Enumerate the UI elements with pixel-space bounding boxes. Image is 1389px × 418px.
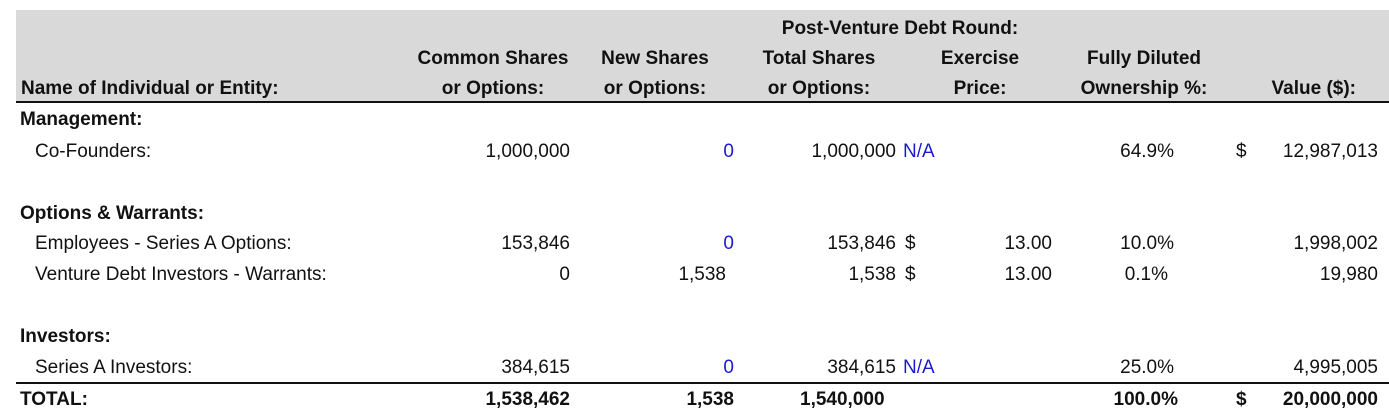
header-col-new-line2: or Options: (603, 78, 707, 99)
row-price: 13.00 (1004, 264, 1052, 285)
row-value-symbol: $ (1236, 141, 1247, 162)
header-col-common-line2: or Options: (441, 78, 545, 99)
row-total: 153,846 (827, 233, 896, 254)
row-price-symbol: N/A (903, 141, 935, 162)
section-title-investors: Investors: (20, 326, 111, 347)
total-divider (16, 382, 1389, 384)
row-ownership: 0.1% (1124, 264, 1168, 285)
row-value: 12,987,013 (1282, 141, 1378, 162)
row-name: Venture Debt Investors - Warrants: (35, 264, 327, 285)
header-col-common-line1: Common Shares (417, 48, 569, 69)
row-common: 0 (559, 264, 570, 285)
row-new: 0 (723, 233, 734, 254)
header-col-name: Name of Individual or Entity: (21, 78, 279, 99)
row-price-symbol: $ (905, 264, 916, 285)
section-title-options-warrants: Options & Warrants: (20, 203, 205, 224)
row-new: 0 (723, 357, 734, 378)
row-total: 1,538 (848, 264, 896, 285)
row-ownership: 64.9% (1120, 141, 1174, 162)
total-value-symbol: $ (1236, 389, 1247, 410)
row-common: 153,846 (501, 233, 570, 254)
total-label: TOTAL: (20, 389, 88, 410)
total-total: 1,540,000 (800, 389, 885, 410)
header-col-total-line1: Total Shares (762, 48, 876, 69)
total-ownership: 100.0% (1113, 389, 1178, 410)
row-value: 4,995,005 (1293, 357, 1378, 378)
row-name: Employees - Series A Options: (35, 233, 292, 254)
section-title-management: Management: (20, 109, 143, 130)
header-col-total-line2: or Options: (767, 78, 871, 99)
header-col-value: Value ($): (1271, 78, 1356, 99)
header-col-price-line1: Exercise (940, 48, 1020, 69)
header-group-title: Post-Venture Debt Round: (781, 18, 1019, 39)
total-new: 1,538 (686, 389, 734, 410)
header-col-new-line1: New Shares (601, 48, 709, 69)
row-price-symbol: $ (905, 233, 916, 254)
row-total: 1,000,000 (811, 141, 896, 162)
row-new: 1,538 (678, 264, 726, 285)
total-value: 20,000,000 (1282, 389, 1378, 410)
row-ownership: 10.0% (1120, 233, 1174, 254)
row-total: 384,615 (827, 357, 896, 378)
header-col-price-line2: Price: (953, 78, 1007, 99)
row-value: 19,980 (1319, 264, 1378, 285)
row-value: 1,998,002 (1293, 233, 1378, 254)
row-ownership: 25.0% (1120, 357, 1174, 378)
table-header (16, 10, 1389, 103)
row-common: 384,615 (501, 357, 570, 378)
header-col-ownership-line1: Fully Diluted (1087, 48, 1201, 69)
row-price: 13.00 (1004, 233, 1052, 254)
row-common: 1,000,000 (485, 141, 570, 162)
row-price-symbol: N/A (903, 357, 935, 378)
row-new: 0 (723, 141, 734, 162)
row-name: Series A Investors: (35, 357, 193, 378)
total-common: 1,538,462 (485, 389, 570, 410)
row-name: Co-Founders: (35, 141, 152, 162)
header-col-ownership-line2: Ownership %: (1080, 78, 1208, 99)
